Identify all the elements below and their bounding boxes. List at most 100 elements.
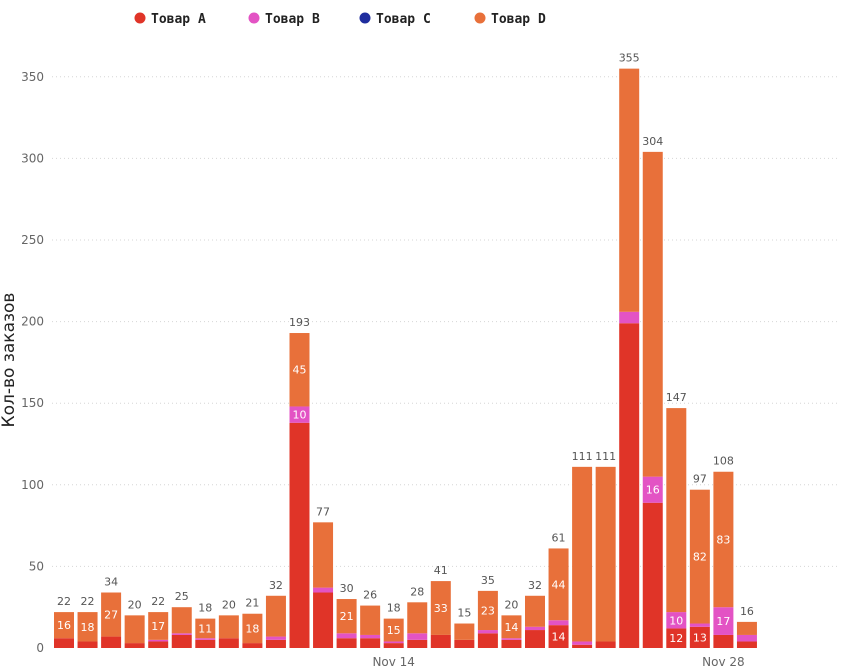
bar-segment-24-series-1[interactable]	[595, 641, 616, 648]
bar-segment-7-series-1[interactable]	[195, 639, 216, 648]
bar-segment-8-series-4[interactable]	[218, 615, 239, 639]
bar-segment-13-series-1[interactable]	[336, 638, 357, 648]
bar-segment-30-series-4[interactable]	[736, 621, 757, 635]
bar-segment-1-series-4[interactable]	[54, 612, 74, 639]
legend-marker-series-3[interactable]	[359, 12, 371, 24]
bar-segment-19-series-2[interactable]	[477, 630, 498, 634]
bar-segment-12-series-2[interactable]	[313, 587, 334, 593]
bar-segment-7-series-2[interactable]	[195, 638, 216, 640]
bar-segment-9-series-4[interactable]	[242, 613, 263, 644]
bar-segment-17-series-4[interactable]	[430, 581, 451, 635]
bar-segment-28-series-4[interactable]	[689, 489, 710, 624]
bar-segment-6-series-2[interactable]	[171, 633, 192, 635]
legend-marker-series-4[interactable]	[474, 12, 486, 24]
bar-segment-10-series-2[interactable]	[265, 636, 286, 640]
total-label-6: 25	[175, 590, 189, 603]
bar-segment-18-series-1[interactable]	[454, 639, 475, 648]
bar-segment-28-series-2[interactable]	[689, 623, 710, 627]
legend-marker-series-2[interactable]	[248, 12, 260, 24]
bar-segment-26-series-2[interactable]	[642, 476, 663, 503]
segment-label-13-1: 21	[340, 610, 354, 623]
bar-segment-6-series-4[interactable]	[171, 607, 192, 634]
bar-segment-11-series-2[interactable]	[289, 406, 310, 423]
bar-segment-23-series-2[interactable]	[572, 641, 593, 645]
bar-segment-28-series-1[interactable]	[689, 626, 710, 648]
bar-segment-16-series-4[interactable]	[407, 602, 428, 634]
bar-segment-13-series-2[interactable]	[336, 633, 357, 639]
total-label-5: 22	[151, 595, 165, 608]
bar-segment-23-series-1[interactable]	[572, 644, 593, 648]
bar-segment-19-series-4[interactable]	[477, 590, 498, 631]
bar-segment-9-series-1[interactable]	[242, 643, 263, 648]
bar-segment-22-series-1[interactable]	[548, 625, 569, 648]
bar-segment-15-series-4[interactable]	[383, 618, 404, 642]
bar-segment-5-series-2[interactable]	[148, 639, 169, 642]
legend-label-series-2[interactable]: Товар B	[265, 12, 320, 27]
bar-segment-27-series-4[interactable]	[666, 408, 687, 613]
bar-segment-11-series-4[interactable]	[289, 333, 310, 407]
bar-segment-25-series-4[interactable]	[619, 68, 640, 312]
segment-label-9-1: 18	[245, 622, 259, 635]
bar-segment-20-series-4[interactable]	[501, 615, 522, 639]
bar-segment-18-series-4[interactable]	[454, 623, 475, 640]
bar-segment-21-series-1[interactable]	[525, 630, 545, 648]
bar-segment-2-series-4[interactable]	[77, 612, 98, 642]
bar-segment-7-series-4[interactable]	[195, 618, 216, 639]
bar-segment-21-series-4[interactable]	[525, 595, 545, 627]
bar-segment-25-series-2[interactable]	[619, 311, 640, 324]
bar-segment-5-series-1[interactable]	[148, 641, 169, 648]
bar-segment-29-series-2[interactable]	[713, 607, 734, 635]
bar-segment-3-series-1[interactable]	[101, 636, 122, 648]
bar-segment-10-series-4[interactable]	[265, 595, 286, 637]
segment-label-20-1: 14	[504, 621, 518, 634]
bar-segment-4-series-1[interactable]	[124, 643, 145, 648]
bar-segment-11-series-1[interactable]	[289, 422, 310, 648]
bar-segment-3-series-4[interactable]	[101, 592, 122, 637]
bar-segment-16-series-2[interactable]	[407, 633, 428, 640]
bar-segment-20-series-1[interactable]	[501, 639, 522, 648]
bar-segment-30-series-1[interactable]	[736, 641, 757, 648]
bar-segment-15-series-1[interactable]	[383, 643, 404, 648]
legend-label-series-4[interactable]: Товар D	[491, 12, 546, 27]
legend-marker-series-1[interactable]	[134, 12, 146, 24]
bar-segment-26-series-1[interactable]	[642, 502, 663, 648]
bar-segment-29-series-4[interactable]	[713, 471, 734, 608]
bar-segment-16-series-1[interactable]	[407, 639, 428, 648]
bar-segment-22-series-4[interactable]	[548, 548, 569, 621]
segment-label-27-2: 10	[669, 614, 683, 627]
bar-segment-30-series-2[interactable]	[736, 634, 757, 642]
bar-segment-21-series-2[interactable]	[525, 626, 545, 631]
bar-segment-29-series-1[interactable]	[713, 634, 734, 648]
bar-segment-22-series-2[interactable]	[548, 620, 569, 626]
bar-segment-17-series-1[interactable]	[430, 634, 451, 648]
legend-label-series-3[interactable]: Товар C	[376, 12, 431, 27]
total-label-10: 32	[269, 579, 283, 592]
bar-segment-6-series-1[interactable]	[171, 634, 192, 648]
bar-segment-27-series-2[interactable]	[666, 612, 687, 629]
bar-segment-12-series-1[interactable]	[313, 592, 334, 648]
x-tick-label-1: Nov 14	[372, 655, 415, 669]
bar-segment-25-series-1[interactable]	[619, 323, 640, 648]
bar-segment-27-series-1[interactable]	[666, 628, 687, 648]
bar-segment-5-series-4[interactable]	[148, 612, 169, 640]
total-label-7: 18	[198, 602, 212, 615]
segment-label-15-1: 15	[387, 624, 401, 637]
bar-segment-12-series-4[interactable]	[313, 522, 334, 588]
bar-segment-1-series-1[interactable]	[54, 638, 74, 648]
bar-segment-14-series-1[interactable]	[360, 638, 381, 648]
bar-segment-8-series-1[interactable]	[218, 638, 239, 648]
bar-segment-4-series-4[interactable]	[124, 615, 145, 644]
bar-segment-14-series-2[interactable]	[360, 634, 381, 639]
bar-segment-10-series-1[interactable]	[265, 639, 286, 648]
bar-segment-15-series-2[interactable]	[383, 641, 404, 644]
bar-segment-19-series-1[interactable]	[477, 633, 498, 648]
bar-segment-13-series-4[interactable]	[336, 599, 357, 634]
bar-segment-24-series-4[interactable]	[595, 466, 616, 642]
x-tick-label-2: Nov 28	[702, 655, 745, 669]
bar-segment-2-series-1[interactable]	[77, 641, 98, 648]
bar-segment-14-series-4[interactable]	[360, 605, 381, 635]
bar-segment-23-series-4[interactable]	[572, 466, 593, 642]
bar-segment-20-series-2[interactable]	[501, 638, 522, 640]
bar-segment-26-series-4[interactable]	[642, 151, 663, 477]
legend-label-series-1[interactable]: Товар A	[151, 12, 206, 27]
